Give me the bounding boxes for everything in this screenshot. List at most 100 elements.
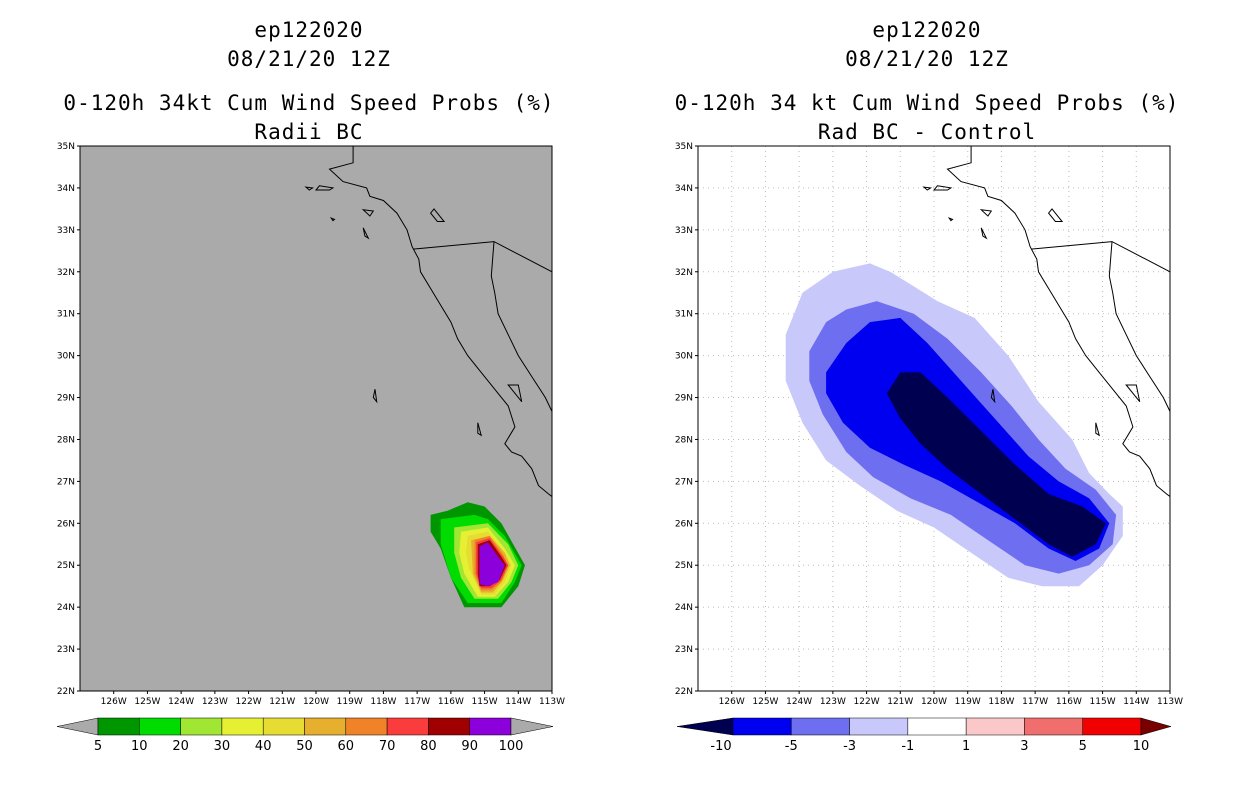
x-tick-label: 116W [1056, 697, 1082, 707]
map-island [979, 209, 993, 217]
y-tick-label: 35N [57, 142, 75, 152]
y-tick-label: 25N [57, 561, 75, 571]
colorbar-label: 90 [461, 739, 478, 754]
x-tick-label: 124W [168, 697, 194, 707]
y-tick-label: 32N [57, 268, 75, 278]
y-tick-label: 34N [675, 184, 693, 194]
colorbar-swatch [965, 717, 1025, 736]
map-island [990, 389, 996, 404]
right-chart-title: 0-120h 34 kt Cum Wind Speed Probs (%) [675, 91, 1180, 115]
x-tick-label: 118W [988, 697, 1014, 707]
x-tick-label: 122W [236, 697, 262, 707]
y-tick-label: 25N [675, 561, 693, 571]
map-island [507, 384, 523, 403]
y-tick-label: 27N [57, 477, 75, 487]
x-tick-label: 123W [202, 697, 228, 707]
x-tick-label: 122W [854, 697, 880, 707]
map-coastline [328, 146, 552, 498]
map-island [947, 217, 954, 222]
colorbar-swatch [428, 717, 470, 736]
right-colorbar: -10 -5 -3 -1 1 3 5 10 [676, 717, 1172, 754]
colorbar-swatch [345, 717, 388, 736]
colorbar-label: 70 [379, 739, 396, 754]
map-island [1125, 384, 1141, 403]
y-tick-label: 34N [57, 184, 75, 194]
map-mainland-coast [551, 271, 552, 273]
left-storm-id: ep122020 [254, 18, 363, 42]
map-border-gulf [1108, 241, 1113, 277]
colorbar-label: -3 [843, 739, 856, 754]
map-island [362, 227, 370, 240]
y-tick-label: 31N [675, 310, 693, 320]
colorbar-label: -5 [785, 739, 798, 754]
x-tick-label: 114W [505, 697, 531, 707]
y-tick-label: 26N [57, 519, 75, 529]
x-tick-label: 115W [472, 697, 498, 707]
right-panel: ep122020 08/21/20 12Z 0-120h 34 kt Cum W… [675, 18, 1184, 754]
left-colorbar: 5 10 20 30 40 50 60 70 80 90 100 [56, 717, 554, 754]
colorbar-high-triangle [1140, 717, 1172, 736]
map-island [304, 186, 315, 191]
colorbar-label: 5 [94, 739, 102, 754]
x-tick-label: 121W [269, 697, 295, 707]
y-tick-label: 27N [675, 477, 693, 487]
colorbar-low-triangle [676, 717, 734, 736]
right-datetime: 08/21/20 12Z [845, 47, 1009, 71]
map-island [429, 208, 446, 222]
y-tick-label: 30N [57, 352, 75, 362]
colorbar-swatch [791, 717, 850, 736]
left-panel: ep122020 08/21/20 12Z 0-120h 34kt Cum Wi… [56, 18, 565, 754]
colorbar-swatch [386, 717, 429, 736]
colorbar-swatch [180, 717, 223, 736]
y-tick-label: 29N [57, 394, 75, 404]
colorbar-swatch [1024, 717, 1083, 736]
colorbar-swatch [907, 717, 967, 736]
x-tick-label: 117W [404, 697, 430, 707]
left-chart-subtitle: Radii BC [254, 120, 363, 144]
left-plot-area: 35N 34N 33N 32N 31N 30N 29N 28N 27N 26N 25N 24N 23N 2… [57, 142, 565, 707]
colorbar-label: 30 [214, 739, 231, 754]
colorbar-label: 50 [296, 739, 313, 754]
contour-fill-90 [479, 542, 505, 587]
x-tick-label: 116W [438, 697, 464, 707]
colorbar-label: -1 [901, 739, 914, 754]
colorbar-label: 100 [499, 739, 524, 754]
y-tick-label: 28N [675, 435, 693, 445]
x-tick-label: 124W [786, 697, 812, 707]
y-tick-label: 23N [57, 645, 75, 655]
map-island [1047, 208, 1064, 222]
plot-background [80, 146, 552, 691]
left-chart-title: 0-120h 34kt Cum Wind Speed Probs (%) [63, 91, 554, 115]
y-tick-label: 23N [675, 645, 693, 655]
y-tick-label: 33N [675, 226, 693, 236]
x-tick-label: 125W [134, 697, 160, 707]
x-tick-label: 119W [955, 697, 981, 707]
y-tick-label: 29N [675, 394, 693, 404]
map-island [980, 227, 988, 240]
x-tick-label: 118W [370, 697, 396, 707]
colorbar-swatch [97, 717, 140, 736]
map-gulf-coast [490, 275, 552, 413]
x-tick-label: 126W [101, 697, 127, 707]
x-tick-label: 119W [337, 697, 363, 707]
y-tick-label: 32N [675, 268, 693, 278]
right-chart-subtitle: Rad BC - Control [818, 120, 1036, 144]
x-tick-label: 126W [719, 697, 745, 707]
y-tick-label: 26N [675, 519, 693, 529]
map-coastline [946, 146, 1170, 498]
y-tick-label: 24N [57, 603, 75, 613]
map-island [932, 185, 953, 191]
colorbar-swatch [732, 717, 792, 736]
colorbar-label: 3 [1020, 739, 1028, 754]
colorbar-label: 60 [338, 739, 355, 754]
colorbar-label: 80 [420, 739, 437, 754]
map-island [372, 389, 378, 404]
colorbar-swatch [139, 717, 181, 736]
x-tick-label: 125W [752, 697, 778, 707]
map-island [361, 209, 375, 217]
colorbar-label: 10 [131, 739, 148, 754]
colorbar-swatch [262, 717, 305, 736]
colorbar-label: 5 [1079, 739, 1087, 754]
colorbar-low-triangle [56, 717, 99, 736]
